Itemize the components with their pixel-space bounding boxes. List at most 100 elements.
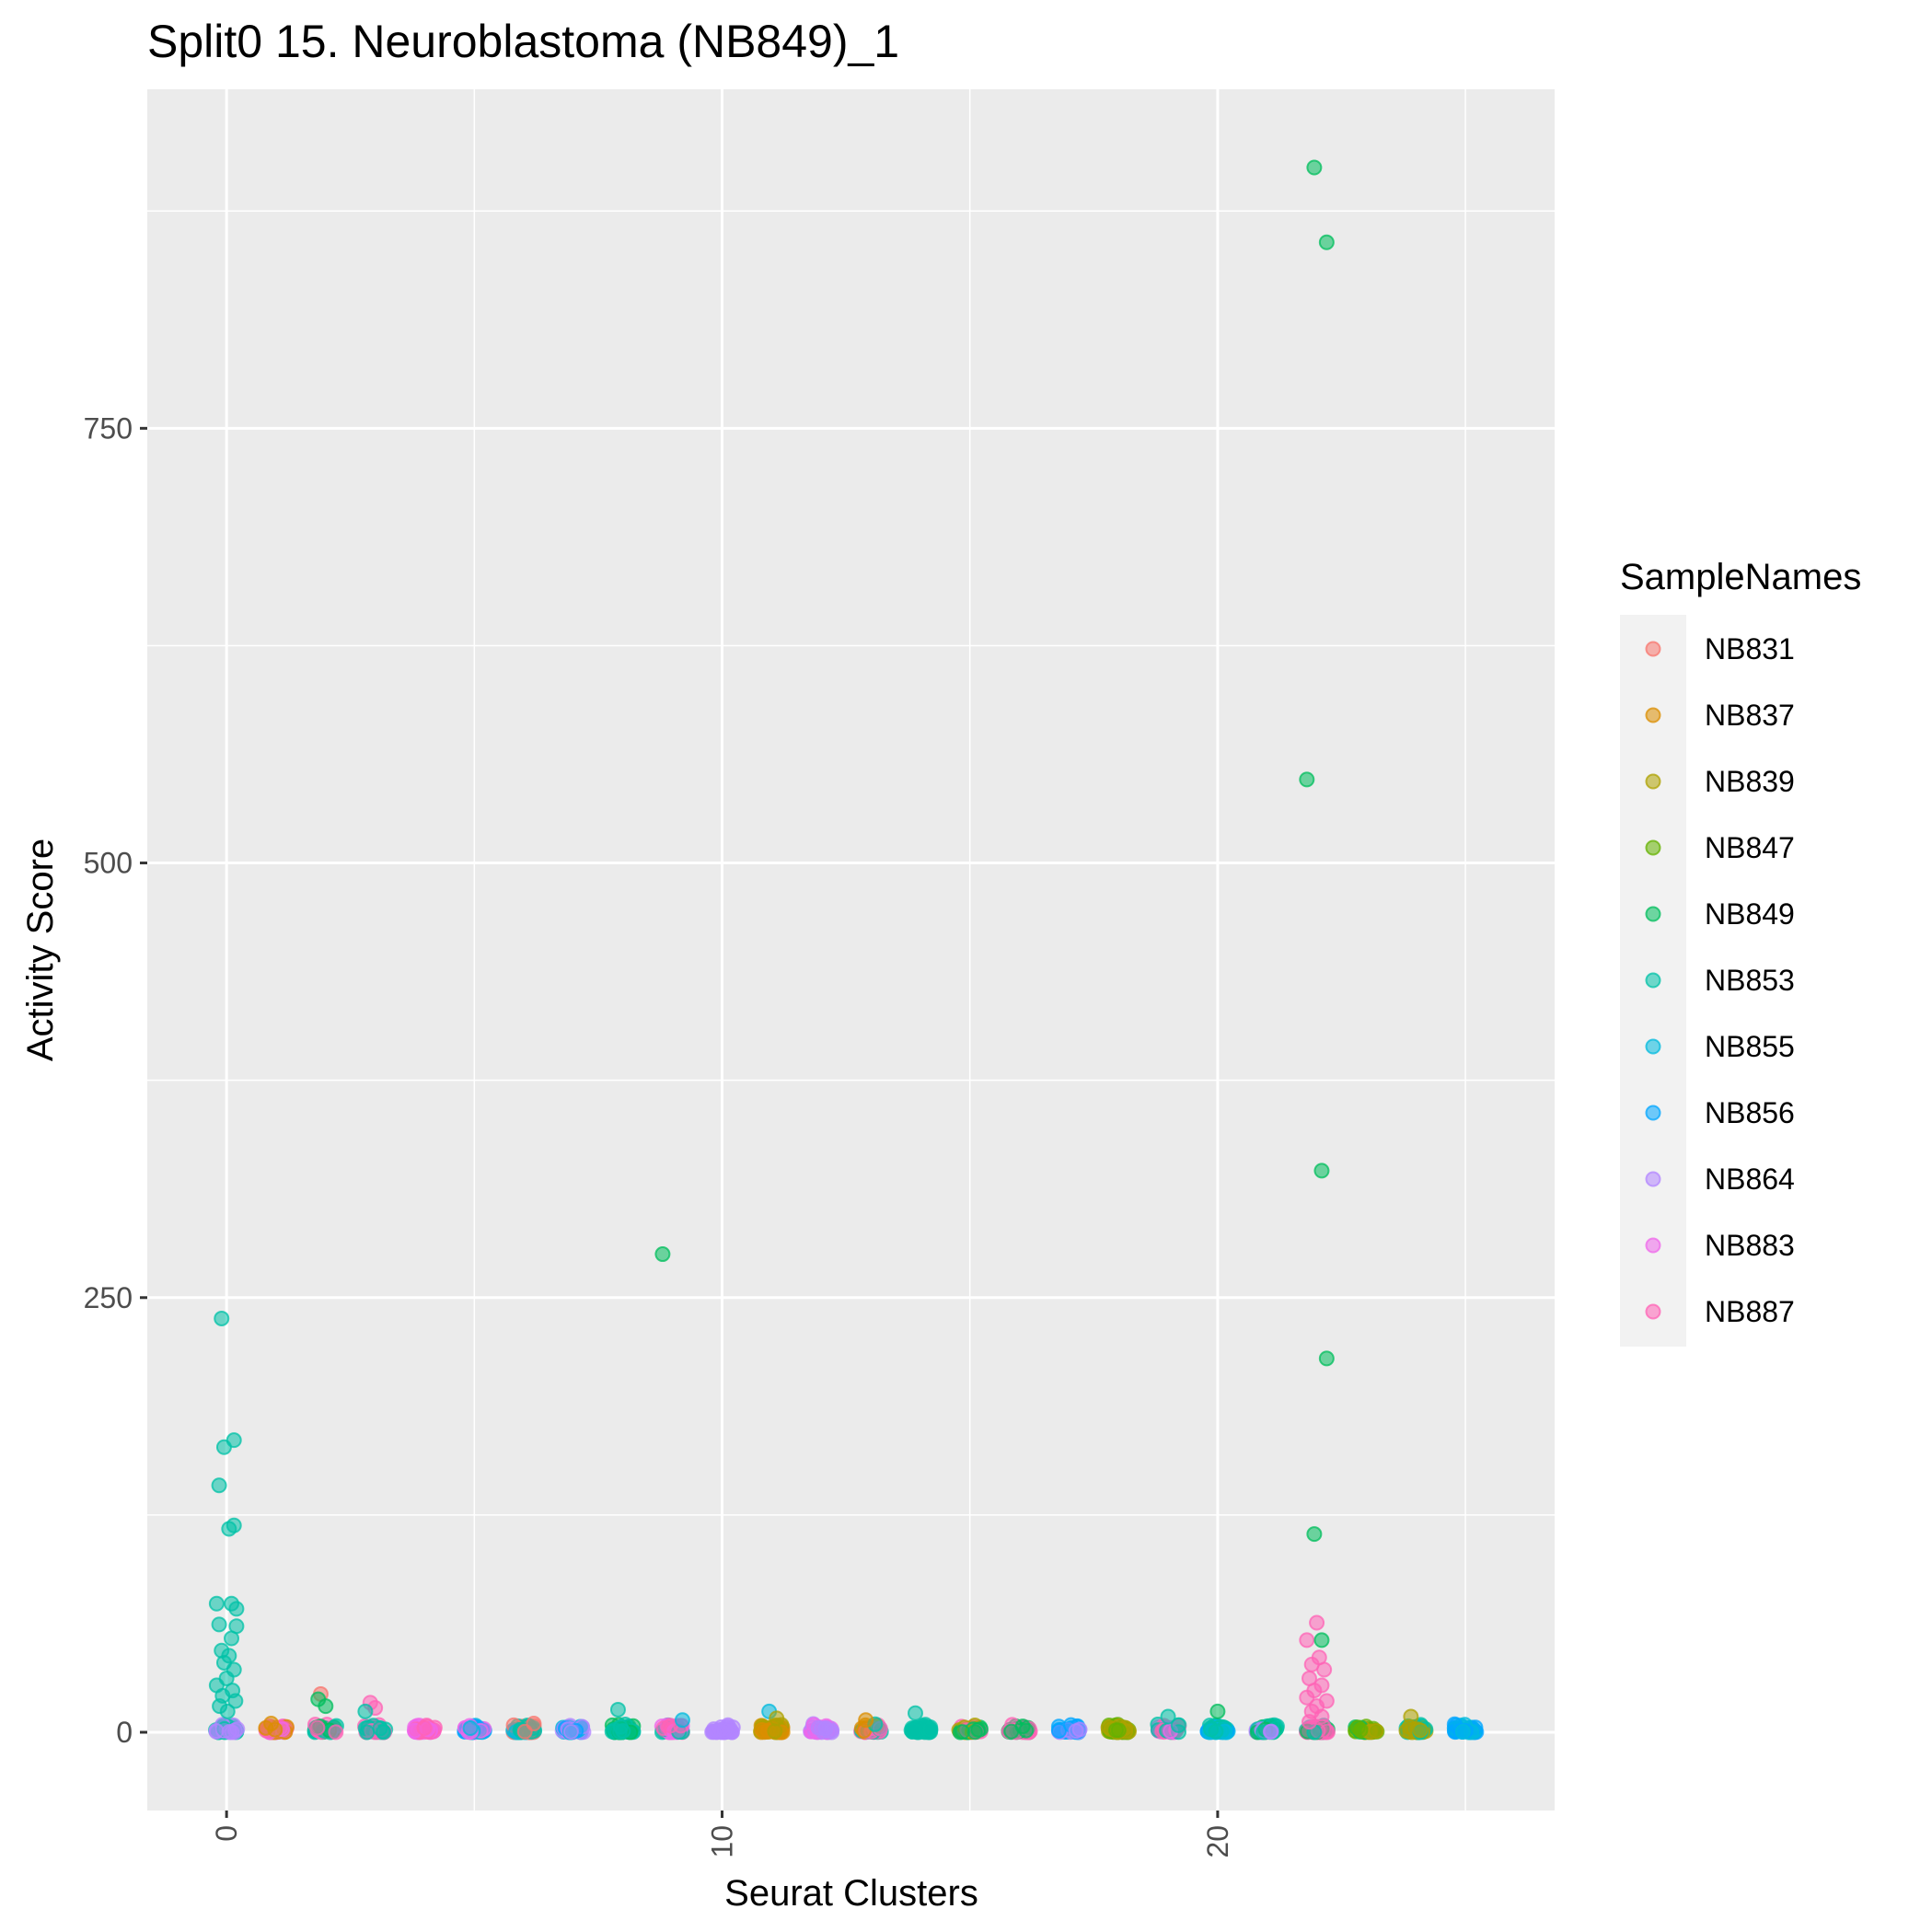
legend-key-nb849	[1645, 906, 1661, 922]
data-point	[359, 1724, 376, 1741]
data-point	[526, 1716, 542, 1732]
legend-key-nb837	[1645, 707, 1661, 723]
data-point	[228, 1601, 245, 1617]
data-point	[609, 1701, 626, 1718]
data-point	[817, 1719, 834, 1736]
data-point	[357, 1703, 374, 1719]
y-tick-label: 250	[84, 1281, 133, 1314]
data-point	[208, 1723, 225, 1740]
data-point	[1316, 1661, 1333, 1678]
data-point	[224, 1724, 240, 1741]
legend-label-nb887: NB887	[1705, 1295, 1795, 1328]
legend-label-nb883: NB883	[1705, 1229, 1795, 1262]
data-point	[1309, 1614, 1325, 1631]
plot-panel	[147, 89, 1555, 1811]
legend-title: SampleNames	[1620, 557, 1861, 597]
data-point	[211, 1477, 227, 1494]
data-point	[767, 1723, 783, 1740]
chart-title: Split0 15. Neuroblastoma (NB849)_1	[147, 16, 899, 67]
data-point	[215, 1439, 232, 1455]
data-point	[905, 1722, 921, 1739]
legend-label-nb856: NB856	[1705, 1096, 1795, 1129]
data-point	[1209, 1703, 1226, 1719]
legend-label-nb847: NB847	[1705, 831, 1795, 864]
data-point	[907, 1705, 923, 1721]
legend-key-nb853	[1645, 972, 1661, 989]
data-point	[208, 1595, 225, 1612]
data-point	[1299, 1689, 1315, 1706]
data-point	[214, 1310, 230, 1326]
data-point	[309, 1719, 326, 1736]
data-point	[1313, 1163, 1330, 1179]
data-point	[966, 1724, 983, 1741]
data-point	[858, 1712, 874, 1729]
data-point	[227, 1693, 244, 1709]
data-point	[1318, 1350, 1335, 1367]
data-point	[211, 1616, 227, 1633]
legend-key-nb847	[1645, 839, 1661, 856]
data-point	[224, 1630, 240, 1647]
x-tick-label: 10	[706, 1825, 739, 1858]
data-point	[221, 1521, 237, 1537]
data-point	[1170, 1717, 1186, 1733]
legend-label-nb864: NB864	[1705, 1163, 1795, 1196]
legend-key-nb855	[1645, 1038, 1661, 1055]
data-point	[1349, 1719, 1366, 1736]
data-point	[722, 1721, 738, 1738]
y-tick-label: 0	[116, 1716, 133, 1749]
x-axis-title: Seurat Clusters	[724, 1873, 978, 1914]
legend-key-nb831	[1645, 641, 1661, 657]
legend-label-nb837: NB837	[1705, 699, 1795, 732]
legend-label-nb855: NB855	[1705, 1030, 1795, 1063]
data-point	[1160, 1708, 1176, 1725]
data-point	[416, 1719, 433, 1736]
y-axis-title: Activity Score	[20, 839, 61, 1061]
data-point	[1068, 1723, 1084, 1740]
axes: 0 250 500 750 0 10 20	[84, 411, 1234, 1857]
data-point	[769, 1710, 785, 1727]
data-point	[1306, 159, 1323, 176]
data-point	[612, 1718, 629, 1735]
legend-key-nb887	[1645, 1303, 1661, 1320]
y-tick-label: 500	[84, 847, 133, 880]
data-point	[462, 1720, 479, 1737]
data-point	[1110, 1722, 1127, 1739]
data-point	[1368, 1723, 1384, 1740]
data-point	[1014, 1718, 1031, 1735]
data-point	[310, 1691, 327, 1707]
y-tick-label: 750	[84, 411, 133, 445]
data-point	[263, 1716, 280, 1732]
data-point	[562, 1723, 579, 1740]
legend-key-nb839	[1645, 773, 1661, 790]
legend-label-nb849: NB849	[1705, 897, 1795, 931]
legend: SampleNames NB831NB837NB839NB847NB849NB8…	[1620, 557, 1861, 1347]
legend-entries: NB831 NB837 NB839 NB847 NB849 NB853 NB855 NB856…	[1645, 632, 1795, 1328]
data-point	[922, 1721, 939, 1738]
data-point	[1301, 1714, 1318, 1730]
legend-key-nb864	[1645, 1171, 1661, 1187]
data-point	[376, 1724, 392, 1741]
data-point	[1412, 1722, 1429, 1739]
data-point	[1262, 1723, 1278, 1740]
data-point	[219, 1703, 236, 1719]
data-point	[1403, 1708, 1419, 1725]
legend-key-nb883	[1645, 1237, 1661, 1254]
data-point	[328, 1724, 344, 1741]
data-point	[1203, 1721, 1220, 1738]
legend-label-nb853: NB853	[1705, 964, 1795, 997]
data-point	[1454, 1723, 1471, 1740]
data-point	[1313, 1632, 1330, 1649]
data-point	[1318, 234, 1335, 250]
data-point	[954, 1724, 971, 1741]
x-tick-label: 20	[1201, 1825, 1234, 1858]
data-point	[674, 1712, 690, 1729]
data-point	[1299, 771, 1315, 788]
legend-label-nb839: NB839	[1705, 765, 1795, 798]
data-point	[1299, 1632, 1315, 1649]
data-points	[207, 159, 1485, 1741]
data-point	[654, 1246, 671, 1263]
data-point	[1306, 1526, 1323, 1543]
grid-minor	[147, 89, 1555, 1811]
legend-label-nb831: NB831	[1705, 632, 1795, 665]
